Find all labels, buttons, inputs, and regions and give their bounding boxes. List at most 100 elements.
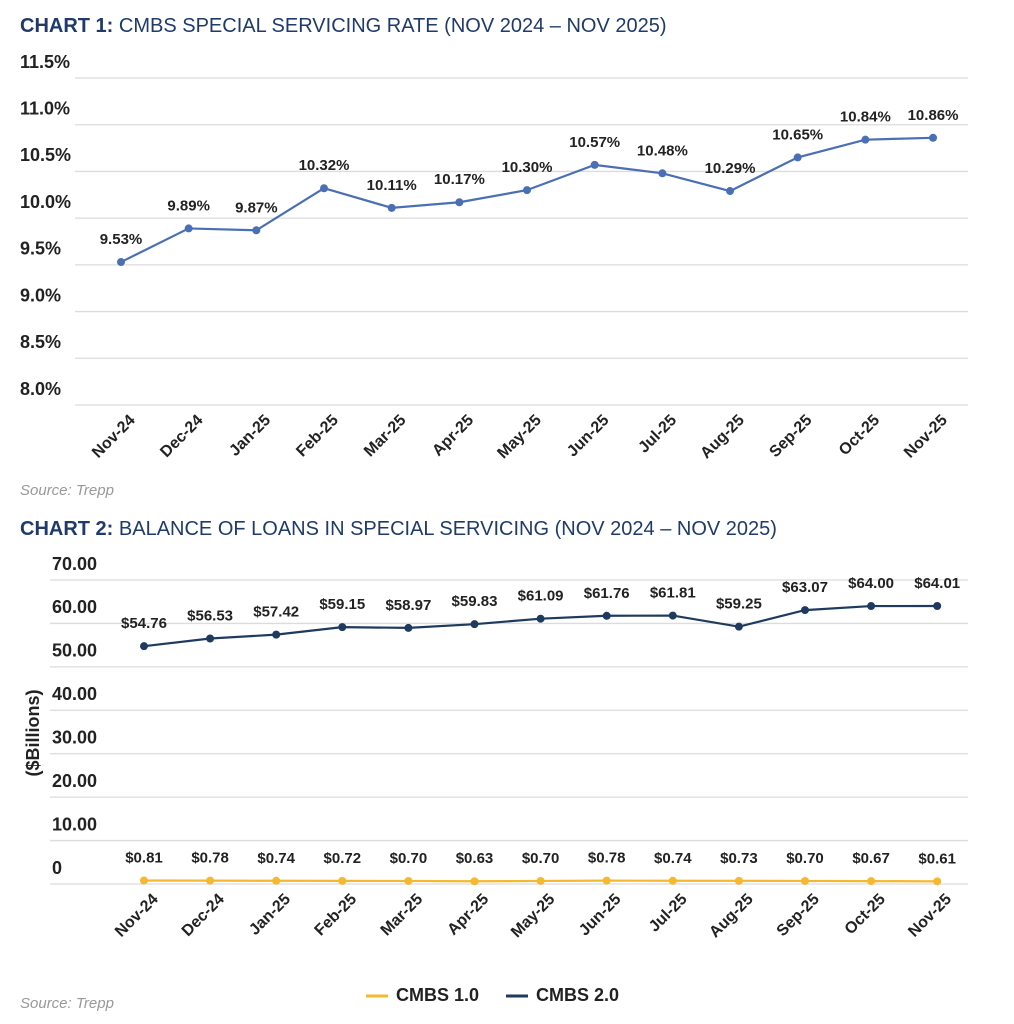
data-label: $0.61 bbox=[918, 850, 956, 867]
x-tick-label: Jun-25 bbox=[564, 412, 613, 461]
data-label: $0.67 bbox=[852, 850, 890, 867]
data-label: $59.15 bbox=[319, 596, 365, 613]
data-point bbox=[184, 224, 193, 233]
x-tick-label: May-25 bbox=[508, 891, 558, 941]
y-tick-label: 8.0% bbox=[20, 379, 61, 399]
data-point bbox=[861, 135, 870, 144]
y-tick-label: 70.00 bbox=[52, 554, 97, 574]
data-point bbox=[252, 226, 261, 235]
data-label: $0.70 bbox=[390, 850, 428, 867]
x-tick-label: Apr-25 bbox=[429, 412, 477, 460]
data-point bbox=[338, 623, 347, 632]
data-point bbox=[206, 876, 215, 885]
y-tick-label: 0 bbox=[52, 858, 62, 878]
data-point bbox=[734, 876, 743, 885]
data-label: $59.25 bbox=[716, 596, 762, 613]
data-label: 10.86% bbox=[908, 107, 959, 124]
data-label: 10.11% bbox=[367, 177, 417, 194]
data-label: 9.53% bbox=[100, 231, 143, 248]
data-label: 9.89% bbox=[167, 197, 210, 214]
source-note: Source: Trepp bbox=[20, 995, 114, 1012]
data-label: 10.30% bbox=[502, 159, 553, 176]
legend-label: CMBS 1.0 bbox=[396, 985, 479, 1005]
data-label: $0.78 bbox=[588, 850, 626, 867]
data-point bbox=[404, 623, 413, 632]
data-label: $0.72 bbox=[324, 850, 362, 867]
chart-title: CHART 2: BALANCE OF LOANS IN SPECIAL SER… bbox=[20, 518, 777, 540]
x-tick-label: Jan-25 bbox=[226, 412, 274, 460]
data-point bbox=[867, 877, 876, 886]
y-tick-label: 30.00 bbox=[52, 727, 97, 747]
data-label: $64.00 bbox=[848, 575, 894, 592]
x-tick-label: Nov-24 bbox=[89, 412, 139, 462]
data-label: $63.07 bbox=[782, 579, 828, 596]
data-label: $61.81 bbox=[650, 585, 696, 602]
data-point bbox=[206, 634, 215, 643]
data-point bbox=[536, 614, 545, 623]
y-tick-label: 10.0% bbox=[20, 192, 71, 212]
y-tick-label: 11.0% bbox=[20, 98, 70, 118]
data-label: $54.76 bbox=[121, 615, 167, 632]
data-label: 10.57% bbox=[569, 134, 620, 151]
source-note: Source: Trepp bbox=[20, 482, 114, 499]
data-point bbox=[470, 620, 479, 629]
data-label: $58.97 bbox=[385, 597, 431, 614]
chart-title: CHART 1: CMBS SPECIAL SERVICING RATE (NO… bbox=[20, 15, 667, 37]
x-tick-label: Oct-25 bbox=[836, 412, 883, 459]
y-tick-label: 40.00 bbox=[52, 684, 97, 704]
data-point bbox=[933, 602, 942, 611]
data-label: $0.70 bbox=[522, 850, 560, 867]
data-label: $59.83 bbox=[452, 593, 498, 610]
data-point bbox=[117, 258, 125, 267]
x-tick-label: Mar-25 bbox=[378, 891, 427, 940]
data-point bbox=[320, 184, 329, 193]
data-label: 10.65% bbox=[772, 126, 823, 143]
data-point bbox=[793, 153, 802, 162]
data-label: $0.63 bbox=[456, 850, 494, 867]
y-tick-label: 20.00 bbox=[52, 771, 97, 791]
y-tick-label: 10.5% bbox=[20, 145, 71, 165]
data-label: $0.74 bbox=[257, 850, 295, 867]
legend-label: CMBS 2.0 bbox=[536, 985, 619, 1005]
data-point bbox=[590, 160, 599, 169]
y-tick-label: 9.5% bbox=[20, 239, 61, 259]
data-point bbox=[523, 186, 532, 195]
data-point bbox=[272, 630, 281, 639]
x-tick-label: Oct-25 bbox=[842, 891, 889, 938]
x-tick-label: May-25 bbox=[494, 412, 544, 462]
data-label: 10.29% bbox=[705, 160, 756, 177]
x-tick-label: Feb-25 bbox=[293, 412, 342, 461]
x-tick-label: Mar-25 bbox=[361, 412, 410, 461]
x-tick-label: Sep-25 bbox=[774, 891, 823, 940]
data-point bbox=[801, 876, 809, 885]
data-label: $61.76 bbox=[584, 585, 630, 602]
data-point bbox=[867, 602, 876, 611]
x-tick-label: Nov-24 bbox=[112, 891, 162, 941]
x-tick-label: Aug-25 bbox=[706, 891, 756, 941]
data-label: $56.53 bbox=[187, 607, 233, 624]
x-tick-label: Dec-24 bbox=[157, 412, 206, 461]
data-label: $0.81 bbox=[125, 849, 163, 866]
data-point bbox=[338, 876, 347, 885]
data-label: $0.78 bbox=[191, 850, 229, 867]
x-tick-label: Jul-25 bbox=[635, 412, 680, 457]
y-tick-label: 10.00 bbox=[52, 814, 97, 834]
data-point bbox=[455, 198, 464, 207]
data-label: $0.73 bbox=[720, 850, 758, 867]
data-label: $0.74 bbox=[654, 850, 692, 867]
x-tick-label: Jul-25 bbox=[646, 891, 691, 936]
data-point bbox=[536, 876, 545, 885]
x-tick-label: Feb-25 bbox=[312, 891, 361, 940]
data-point bbox=[668, 876, 677, 885]
data-label: $61.09 bbox=[518, 588, 564, 605]
data-label: 10.84% bbox=[840, 109, 891, 126]
data-point bbox=[726, 187, 735, 196]
y-tick-label: 8.5% bbox=[20, 332, 61, 352]
data-point bbox=[140, 642, 148, 651]
data-label: $0.70 bbox=[786, 850, 824, 867]
x-tick-label: Dec-24 bbox=[179, 891, 228, 940]
data-point bbox=[470, 877, 479, 886]
data-point bbox=[602, 876, 611, 885]
y-tick-label: 9.0% bbox=[20, 285, 61, 305]
